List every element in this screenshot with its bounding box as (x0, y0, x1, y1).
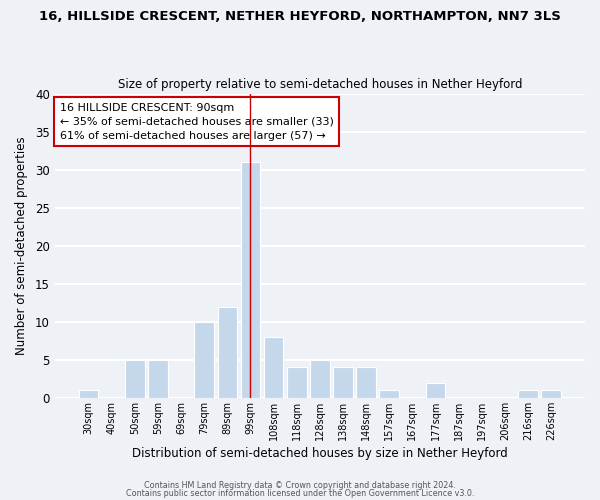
Bar (356, 368, 376, 398)
Y-axis label: Number of semi-detached properties: Number of semi-detached properties (15, 136, 28, 355)
Bar (218, 306, 237, 398)
Title: Size of property relative to semi-detached houses in Nether Heyford: Size of property relative to semi-detach… (118, 78, 522, 91)
Bar (518, 390, 538, 398)
Bar (379, 390, 399, 398)
Bar (287, 368, 307, 398)
Bar (541, 390, 561, 398)
Bar (333, 368, 353, 398)
Bar (125, 360, 145, 398)
Text: Contains public sector information licensed under the Open Government Licence v3: Contains public sector information licen… (126, 488, 474, 498)
Bar (148, 360, 168, 398)
Bar (425, 382, 445, 398)
X-axis label: Distribution of semi-detached houses by size in Nether Heyford: Distribution of semi-detached houses by … (132, 447, 508, 460)
Bar (241, 162, 260, 398)
Bar (264, 337, 283, 398)
Bar (310, 360, 329, 398)
Text: 16, HILLSIDE CRESCENT, NETHER HEYFORD, NORTHAMPTON, NN7 3LS: 16, HILLSIDE CRESCENT, NETHER HEYFORD, N… (39, 10, 561, 23)
Text: 16 HILLSIDE CRESCENT: 90sqm
← 35% of semi-detached houses are smaller (33)
61% o: 16 HILLSIDE CRESCENT: 90sqm ← 35% of sem… (60, 102, 334, 141)
Bar (79, 390, 98, 398)
Text: Contains HM Land Registry data © Crown copyright and database right 2024.: Contains HM Land Registry data © Crown c… (144, 481, 456, 490)
Bar (194, 322, 214, 398)
